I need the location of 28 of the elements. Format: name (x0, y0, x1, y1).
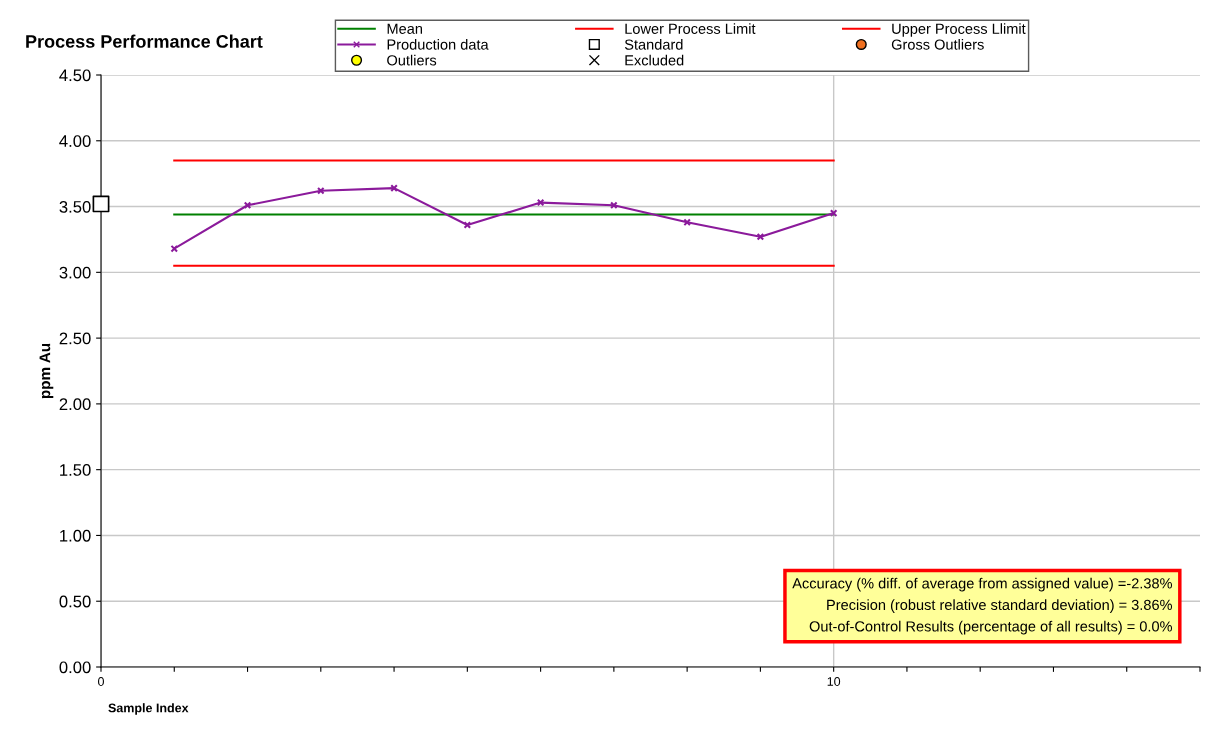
y-tick-label: 2.50 (59, 332, 91, 345)
y-tick-label: 1.50 (60, 464, 91, 476)
chart-title: Process Performance Chart (26, 34, 263, 48)
legend-label: Standard (624, 38, 683, 50)
legend-label: Upper Process Llimit (892, 23, 1026, 37)
x-axis-title: Sample Index (108, 703, 189, 715)
y-axis-title: ppm Au (39, 343, 54, 399)
legend-label: Mean (387, 23, 422, 34)
y-tick-label: 2.00 (59, 398, 91, 411)
legend-label: Lower Process Limit (625, 23, 756, 34)
point (683, 218, 691, 227)
x-tick-label: 10 (827, 677, 841, 686)
y-tick-label: 3.00 (59, 266, 91, 279)
point (92, 195, 110, 213)
legend-label: Outliers (387, 54, 437, 66)
annotation: Out-of-Control Results (percentage of all results) = 0.0% (809, 620, 1173, 635)
legend-label: Gross Outliers (891, 38, 984, 50)
x-tick-label: 0 (98, 677, 104, 686)
y-tick-label: 0.50 (59, 595, 91, 608)
annotation: Accuracy (% diff. of average from assigned value) =-2.38% (792, 577, 1173, 592)
legend-label: Production data (387, 38, 489, 50)
legend-label: Excluded (625, 54, 684, 66)
y-tick-label: 1.00 (60, 529, 91, 542)
annotation: Precision (robust relative standard deviation) = 3.86% (827, 599, 1173, 613)
y-tick-label: 0.00 (59, 661, 91, 674)
y-tick-label: 4.00 (59, 135, 91, 147)
y-tick-label: 3.50 (59, 200, 91, 213)
y-tick-label: 4.50 (59, 69, 91, 82)
